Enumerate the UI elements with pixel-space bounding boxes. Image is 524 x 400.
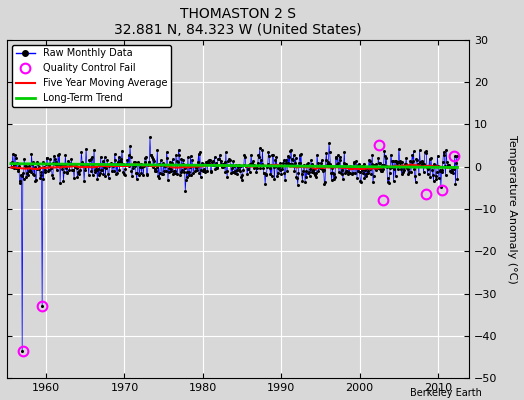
Y-axis label: Temperature Anomaly (°C): Temperature Anomaly (°C) [507,134,517,283]
Title: THOMASTON 2 S
32.881 N, 84.323 W (United States): THOMASTON 2 S 32.881 N, 84.323 W (United… [114,7,362,37]
Legend: Raw Monthly Data, Quality Control Fail, Five Year Moving Average, Long-Term Tren: Raw Monthly Data, Quality Control Fail, … [12,44,171,107]
Text: Berkeley Earth: Berkeley Earth [410,388,482,398]
